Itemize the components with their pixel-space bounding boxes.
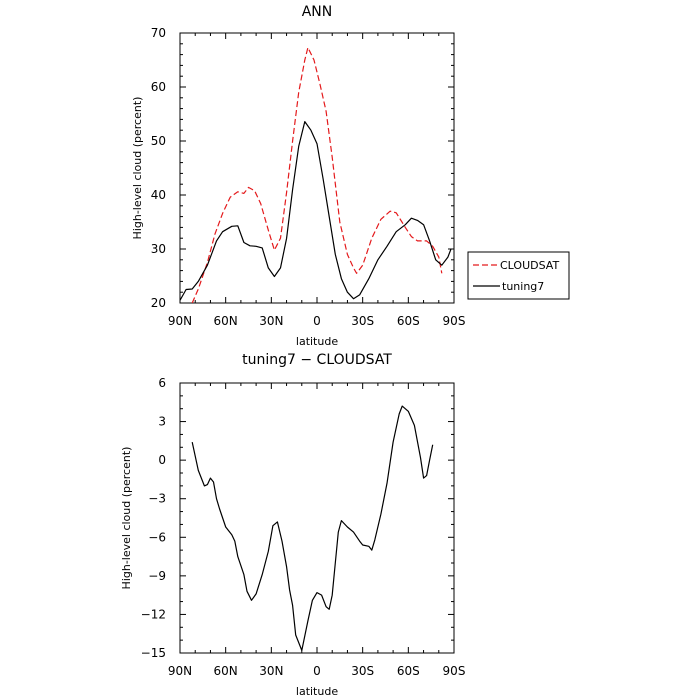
y-tick-label: −3 bbox=[148, 492, 166, 506]
y-axis-label: High-level cloud (percent) bbox=[120, 447, 133, 590]
x-tick-label: 30S bbox=[351, 664, 374, 678]
series-line-tuning7 bbox=[180, 120, 452, 301]
y-tick-label: −12 bbox=[141, 607, 166, 621]
y-tick-label: −15 bbox=[141, 646, 166, 660]
y-axis-label: High-level cloud (percent) bbox=[131, 97, 144, 240]
chart-panel-annual: ANN 90N 60N 30N 0 30S 60S 90S 20 30 40 50 60 70 lat… bbox=[131, 4, 570, 348]
y-tick-label: −6 bbox=[148, 530, 166, 544]
legend-label-tuning7: tuning7 bbox=[502, 280, 544, 293]
x-tick-label: 30N bbox=[259, 664, 283, 678]
x-tick-label: 30S bbox=[351, 314, 374, 328]
x-tick-label: 0 bbox=[313, 664, 321, 678]
x-axis-label: latitude bbox=[296, 335, 338, 348]
y-tick-label: −9 bbox=[148, 569, 166, 583]
x-tick-label: 60S bbox=[397, 664, 420, 678]
y-tick-label: 20 bbox=[151, 296, 166, 310]
plot-frame bbox=[179, 382, 455, 654]
x-tick-label: 90S bbox=[443, 664, 466, 678]
x-tick-label: 30N bbox=[259, 314, 283, 328]
legend-label-cloudsat: CLOUDSAT bbox=[500, 259, 559, 272]
chart-panel-difference: tuning7 − CLOUDSAT 90N 60N 30N 0 30S 60S 90S −… bbox=[120, 352, 465, 698]
y-tick-label: 3 bbox=[158, 415, 166, 429]
x-tick-label: 90N bbox=[168, 314, 192, 328]
x-tick-label: 90S bbox=[443, 314, 466, 328]
chart-title: ANN bbox=[302, 4, 333, 20]
y-tick-label: 30 bbox=[151, 242, 166, 256]
x-tick-label: 90N bbox=[168, 664, 192, 678]
y-tick-label: 0 bbox=[158, 453, 166, 467]
x-tick-label: 60S bbox=[397, 314, 420, 328]
series-line-difference bbox=[191, 405, 434, 652]
y-tick-label: 70 bbox=[151, 26, 166, 40]
x-tick-label: 60N bbox=[214, 314, 238, 328]
x-tick-label: 0 bbox=[313, 314, 321, 328]
plot-frame bbox=[179, 32, 455, 304]
legend-box bbox=[467, 251, 570, 300]
chart-title: tuning7 − CLOUDSAT bbox=[242, 352, 392, 368]
y-tick-label: 40 bbox=[151, 188, 166, 202]
y-tick-label: 6 bbox=[158, 376, 166, 390]
legend: CLOUDSAT tuning7 bbox=[467, 251, 570, 300]
x-tick-label: 60N bbox=[214, 664, 238, 678]
series-line-cloudsat bbox=[191, 46, 443, 303]
y-tick-label: 50 bbox=[151, 134, 166, 148]
y-tick-label: 60 bbox=[151, 80, 166, 94]
x-axis-label: latitude bbox=[296, 685, 338, 698]
